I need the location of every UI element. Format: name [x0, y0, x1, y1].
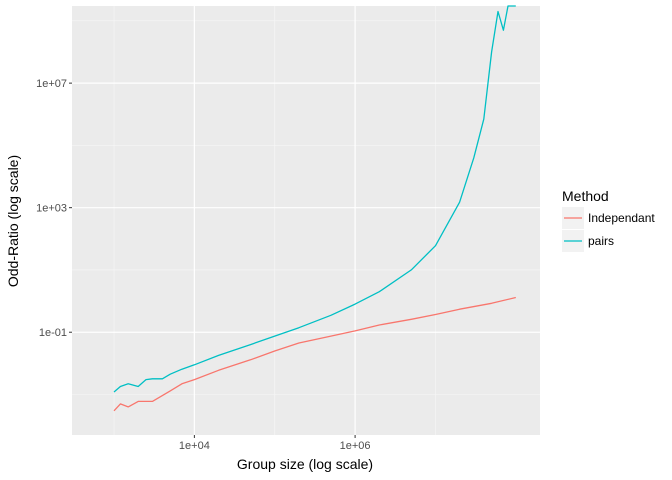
legend-label-independant: Independant — [588, 211, 655, 225]
legend-item-independant: Independant — [562, 207, 655, 229]
y-axis-title: Odd-Ratio (log scale) — [5, 155, 21, 287]
x-axis: 1e+04 1e+06 — [179, 435, 371, 452]
x-axis-title: Group size (log scale) — [237, 456, 373, 472]
series-line-pairs — [113, 5, 516, 393]
minor-grid — [72, 6, 540, 435]
y-tick-label: 1e+03 — [36, 203, 67, 215]
panel-background — [72, 6, 540, 435]
x-tick-label: 1e+04 — [179, 440, 210, 452]
y-tick-label: 1e-01 — [39, 327, 67, 339]
legend: Method Independant pairs — [562, 188, 655, 252]
major-grid — [72, 6, 540, 435]
legend-title: Method — [562, 188, 609, 204]
x-tick-label: 1e+06 — [340, 440, 371, 452]
y-axis: 1e-01 1e+03 1e+07 — [36, 78, 72, 339]
legend-item-pairs: pairs — [562, 230, 614, 252]
series-line-independant — [113, 296, 516, 412]
series-layer — [113, 5, 516, 412]
legend-label-pairs: pairs — [588, 234, 614, 248]
y-tick-label: 1e+07 — [36, 78, 67, 90]
